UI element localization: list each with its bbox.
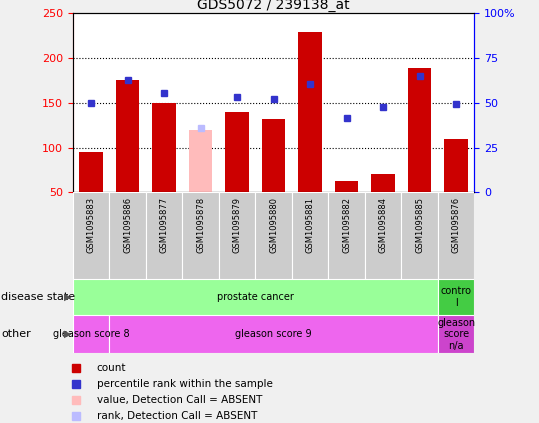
- Bar: [402, 192, 438, 279]
- Bar: [407, 69, 431, 192]
- Text: gleason
score
n/a: gleason score n/a: [437, 318, 475, 351]
- Text: ▶: ▶: [64, 329, 71, 339]
- Text: GSM1095880: GSM1095880: [269, 197, 278, 253]
- Bar: [335, 181, 358, 192]
- Bar: [292, 192, 328, 279]
- Text: GSM1095879: GSM1095879: [232, 197, 241, 253]
- Text: rank, Detection Call = ABSENT: rank, Detection Call = ABSENT: [97, 411, 257, 421]
- Text: GSM1095886: GSM1095886: [123, 197, 132, 253]
- Bar: [298, 33, 322, 192]
- Bar: [109, 192, 146, 279]
- Bar: [146, 192, 182, 279]
- Text: disease state: disease state: [1, 292, 75, 302]
- Bar: [365, 192, 402, 279]
- Text: GSM1095881: GSM1095881: [306, 197, 315, 253]
- Text: GSM1095883: GSM1095883: [87, 197, 95, 253]
- Bar: [79, 152, 103, 192]
- Bar: [182, 192, 219, 279]
- Bar: [219, 192, 255, 279]
- Text: GSM1095877: GSM1095877: [160, 197, 169, 253]
- Bar: [109, 315, 438, 353]
- Bar: [73, 315, 109, 353]
- Bar: [371, 173, 395, 192]
- Bar: [444, 138, 468, 192]
- Text: prostate cancer: prostate cancer: [217, 292, 294, 302]
- Bar: [116, 80, 140, 192]
- Text: count: count: [97, 363, 126, 373]
- Text: other: other: [1, 329, 31, 339]
- Text: GSM1095878: GSM1095878: [196, 197, 205, 253]
- Bar: [438, 315, 474, 353]
- Text: GSM1095884: GSM1095884: [378, 197, 388, 253]
- Bar: [328, 192, 365, 279]
- Bar: [255, 192, 292, 279]
- Text: GSM1095882: GSM1095882: [342, 197, 351, 253]
- Text: percentile rank within the sample: percentile rank within the sample: [97, 379, 273, 389]
- Text: ▶: ▶: [64, 292, 71, 302]
- Bar: [189, 129, 212, 192]
- Bar: [73, 192, 109, 279]
- Bar: [152, 102, 176, 192]
- Text: GSM1095876: GSM1095876: [452, 197, 460, 253]
- Text: GSM1095885: GSM1095885: [415, 197, 424, 253]
- Bar: [225, 112, 249, 192]
- Text: gleason score 8: gleason score 8: [53, 329, 129, 339]
- Title: GDS5072 / 239138_at: GDS5072 / 239138_at: [197, 0, 350, 12]
- Text: gleason score 9: gleason score 9: [235, 329, 312, 339]
- Text: contro
l: contro l: [440, 286, 472, 308]
- Bar: [438, 279, 474, 315]
- Bar: [438, 192, 474, 279]
- Text: value, Detection Call = ABSENT: value, Detection Call = ABSENT: [97, 395, 262, 405]
- Bar: [261, 119, 286, 192]
